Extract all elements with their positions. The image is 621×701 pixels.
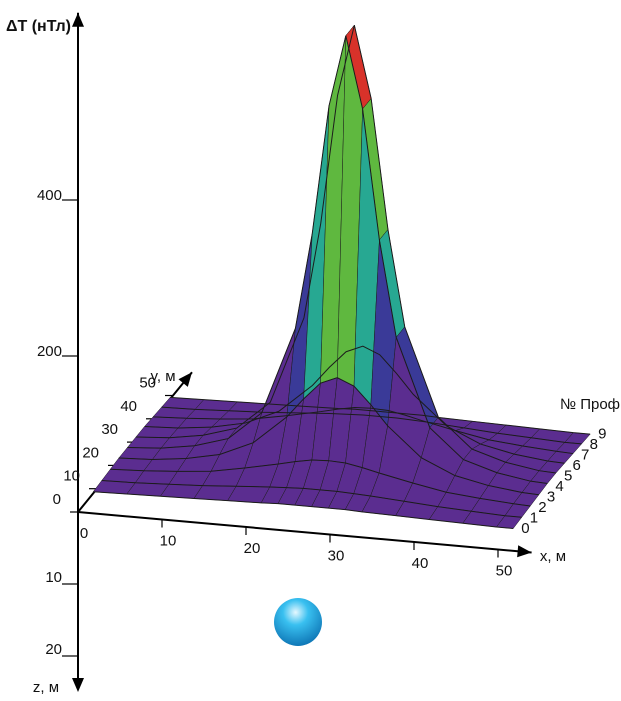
sphere — [274, 598, 322, 646]
y-tick-label: 30 — [101, 421, 118, 438]
y-axis-label: y, м — [150, 368, 175, 385]
profile-name: 0 — [521, 520, 529, 537]
x-tick-label: 10 — [160, 532, 177, 549]
z-axis-label: z, м — [33, 679, 59, 696]
profile-line — [135, 25, 557, 474]
profile-name: 1 — [530, 509, 538, 526]
profile-line — [170, 396, 591, 435]
profile-name: 7 — [581, 446, 589, 463]
dT-axis-label: ΔT (нТл) — [6, 18, 71, 35]
y-axis-head — [178, 372, 192, 387]
profile-name: 5 — [564, 467, 572, 484]
y-tick-label: 40 — [120, 398, 137, 415]
x-axis — [77, 511, 532, 554]
x-tick-label: 40 — [412, 555, 429, 572]
profile-name: 9 — [598, 425, 606, 442]
dT-axis-head — [72, 12, 84, 27]
x-tick-label: 30 — [328, 547, 345, 564]
profile-line — [161, 406, 582, 445]
profile-line — [153, 407, 574, 455]
profile-name: 3 — [547, 488, 555, 505]
dT-tick-label: 200 — [37, 343, 62, 360]
profile-line — [118, 377, 539, 496]
profile-line — [101, 480, 522, 518]
z-tick-label: 20 — [45, 641, 62, 658]
x-tick-label: 20 — [244, 540, 261, 557]
profile-line — [144, 345, 565, 464]
profile-name: 6 — [573, 457, 581, 474]
x-axis-head — [517, 545, 532, 558]
profile-label: № Проф — [560, 396, 620, 413]
y-tick-label: 50 — [139, 374, 156, 391]
z-axis-head — [72, 678, 84, 692]
x-axis-label: x, м — [540, 548, 566, 565]
dT-tick-label: 400 — [37, 187, 62, 204]
profile-name: 2 — [538, 499, 546, 516]
profile-line — [127, 35, 548, 484]
profile-name: 4 — [555, 478, 563, 495]
x-tick-label: 50 — [496, 562, 513, 579]
z-tick-label: 10 — [45, 569, 62, 586]
profile-line — [110, 459, 531, 507]
y-tick-label: 20 — [82, 444, 99, 461]
profile-name: 8 — [590, 436, 598, 453]
profile-line — [93, 491, 514, 530]
x-tick-label: 0 — [80, 525, 88, 542]
y-tick-label: 0 — [53, 491, 61, 508]
y-tick-label: 10 — [63, 468, 80, 485]
